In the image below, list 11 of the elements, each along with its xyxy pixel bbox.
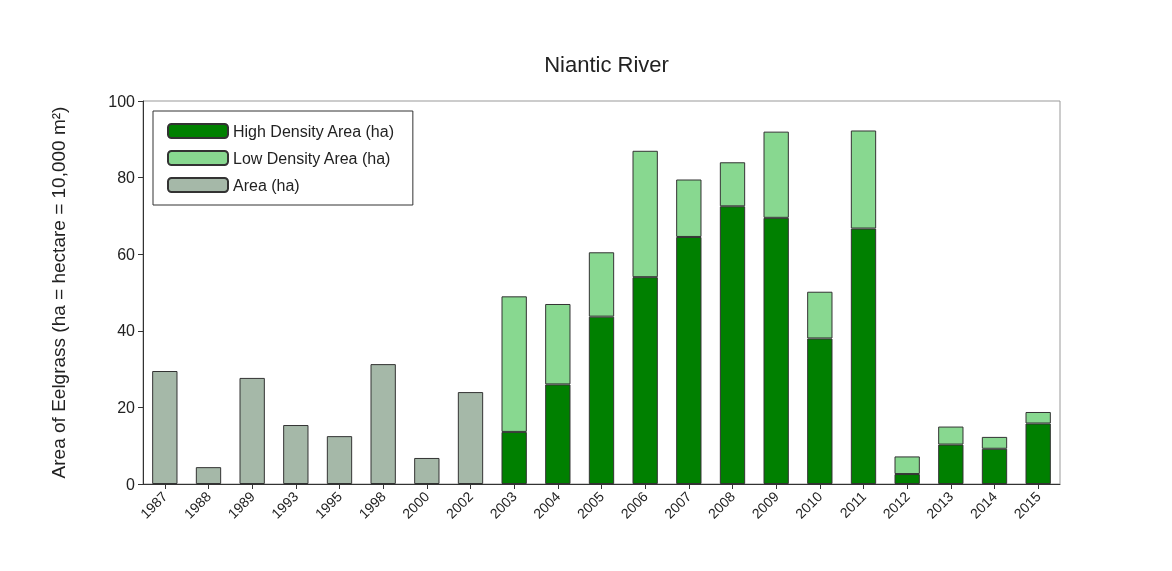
y-tick-label: 0 <box>126 475 136 493</box>
y-tick-label: 60 <box>117 245 136 263</box>
y-tick-label: 100 <box>108 92 136 110</box>
y-tick-label: 40 <box>117 322 136 340</box>
legend-label: High Density Area (ha) <box>233 122 394 140</box>
legend-label: Area (ha) <box>233 176 300 194</box>
y-tick-label: 80 <box>117 169 136 187</box>
y-axis-title: Area of Eelgrass (ha = hectare = 10,000 m²) <box>48 106 69 479</box>
y-tick-label: 20 <box>117 398 136 416</box>
chart-title: Niantic River <box>544 51 669 77</box>
legend-label: Low Density Area (ha) <box>233 149 391 167</box>
